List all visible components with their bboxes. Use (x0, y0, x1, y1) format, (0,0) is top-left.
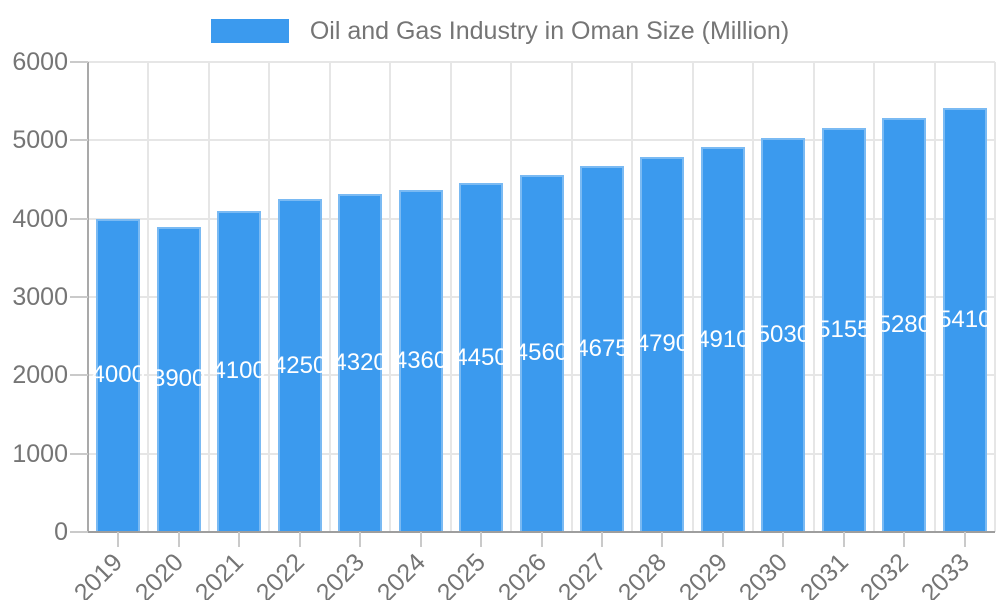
x-axis-label: 2021 (189, 548, 250, 600)
x-tick-mark (782, 532, 785, 547)
x-tick-mark (842, 532, 845, 547)
chart-legend: Oil and Gas Industry in Oman Size (Milli… (0, 16, 1000, 46)
x-tick-mark (540, 532, 543, 547)
bar-2025[interactable] (459, 183, 504, 532)
v-gridline (873, 62, 876, 532)
x-axis-label: 2032 (855, 548, 915, 600)
x-axis-label: 2030 (734, 548, 794, 600)
v-gridline (328, 62, 331, 532)
x-tick-mark (480, 532, 483, 547)
y-tick-mark (70, 296, 88, 298)
y-axis-line (87, 62, 89, 532)
y-tick-mark (70, 374, 88, 377)
x-tick-mark (298, 532, 301, 547)
legend-label: Oil and Gas Industry in Oman Size (Milli… (309, 16, 790, 45)
y-tick-mark (70, 217, 88, 220)
y-tick-mark (70, 61, 88, 63)
bar-2030[interactable] (761, 137, 806, 532)
bar-2020[interactable] (156, 226, 201, 532)
x-tick-mark (419, 532, 422, 547)
bar-2031[interactable] (821, 128, 866, 532)
x-axis-label: 2023 (310, 548, 370, 600)
legend-swatch-icon (210, 19, 289, 43)
x-tick-mark (359, 532, 362, 547)
bar-2021[interactable] (217, 210, 262, 532)
x-tick-mark (177, 532, 180, 547)
x-axis-label: 2033 (915, 548, 975, 600)
bar-2019[interactable] (96, 218, 141, 532)
y-axis-label: 0 (54, 518, 68, 546)
bar-2033[interactable] (942, 108, 987, 532)
h-gridline (88, 139, 995, 142)
bar-2026[interactable] (519, 174, 564, 532)
x-axis-label: 2019 (68, 548, 129, 600)
v-gridline (449, 62, 452, 532)
x-axis-label: 2025 (431, 548, 491, 600)
v-gridline (752, 62, 755, 532)
y-axis-label: 2000 (12, 361, 68, 390)
x-tick-mark (600, 532, 603, 547)
y-axis-label: 1000 (12, 439, 68, 468)
bar-2027[interactable] (579, 165, 624, 532)
v-gridline (691, 62, 694, 532)
bar-2028[interactable] (640, 156, 685, 532)
v-gridline (207, 62, 210, 532)
x-axis-label: 2028 (613, 548, 673, 600)
v-gridline (147, 62, 150, 532)
v-gridline (933, 62, 936, 532)
y-axis-label: 6000 (12, 48, 68, 76)
x-axis-label: 2031 (794, 548, 854, 600)
bar-2023[interactable] (338, 193, 383, 532)
v-gridline (389, 62, 392, 532)
x-tick-mark (117, 532, 120, 547)
x-tick-mark (903, 532, 906, 547)
y-axis-label: 3000 (12, 283, 68, 311)
x-axis-label: 2020 (129, 548, 189, 600)
x-tick-mark (721, 532, 724, 547)
y-axis-label: 4000 (12, 204, 68, 233)
y-tick-mark (70, 139, 88, 142)
x-axis-label: 2024 (371, 548, 431, 600)
bar-2024[interactable] (398, 190, 443, 532)
x-tick-mark (238, 532, 241, 547)
v-gridline (994, 62, 996, 532)
y-tick-mark (70, 452, 88, 455)
plot-area: 4000 3900 4100 4250 4320 4360 4450 4560 4675 4790… (87, 61, 996, 533)
v-gridline (268, 62, 271, 532)
h-gridline (88, 61, 995, 63)
bar-2029[interactable] (700, 147, 745, 532)
x-axis-label: 2027 (552, 548, 612, 600)
y-axis-label: 5000 (12, 126, 68, 155)
x-axis-label: 2022 (250, 548, 310, 600)
x-tick-mark (661, 532, 664, 547)
y-tick-mark (70, 531, 88, 533)
bar-2022[interactable] (277, 199, 322, 532)
x-axis-label: 2026 (492, 548, 552, 600)
v-gridline (510, 62, 513, 532)
v-gridline (631, 62, 634, 532)
v-gridline (812, 62, 815, 532)
bar-2032[interactable] (882, 118, 927, 532)
x-axis-label: 2029 (673, 548, 733, 600)
v-gridline (570, 62, 573, 532)
x-tick-mark (963, 532, 966, 547)
